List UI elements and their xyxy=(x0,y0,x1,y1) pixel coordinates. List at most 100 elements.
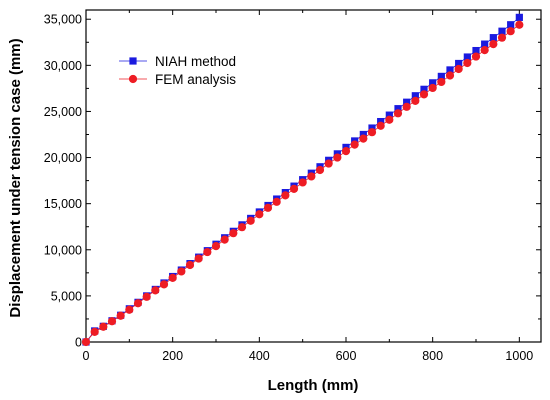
data-point xyxy=(272,197,281,206)
data-point xyxy=(142,292,151,301)
data-point xyxy=(246,216,255,225)
data-point xyxy=(497,33,507,42)
data-point xyxy=(298,178,307,187)
legend-item: FEM analysis xyxy=(119,72,236,87)
y-tick-label: 35,000 xyxy=(44,13,82,27)
legend-item: NIAH method xyxy=(119,54,236,69)
data-point xyxy=(211,241,221,251)
data-point xyxy=(307,172,316,181)
data-point xyxy=(481,40,489,48)
data-point xyxy=(281,191,290,200)
legend-label: NIAH method xyxy=(155,54,236,69)
data-point xyxy=(324,159,333,168)
legend-label: FEM analysis xyxy=(155,72,236,87)
y-tick-label: 10,000 xyxy=(44,243,82,257)
data-point xyxy=(99,322,108,331)
data-point xyxy=(315,165,325,175)
y-tick-label: 30,000 xyxy=(44,59,82,73)
data-point xyxy=(411,92,419,100)
data-point xyxy=(402,102,411,111)
data-point xyxy=(237,223,247,232)
data-point xyxy=(489,34,497,42)
data-point xyxy=(446,66,454,74)
data-point xyxy=(229,229,238,238)
data-point xyxy=(419,90,429,99)
data-point xyxy=(472,46,480,55)
data-point xyxy=(220,235,229,244)
data-point xyxy=(515,13,523,21)
data-point xyxy=(420,85,428,93)
data-point xyxy=(429,79,437,87)
data-point xyxy=(385,111,393,119)
data-point xyxy=(463,53,471,61)
data-point xyxy=(203,247,212,257)
data-point xyxy=(489,40,498,49)
data-point xyxy=(454,64,463,74)
legend: NIAH method FEM analysis xyxy=(119,54,236,87)
data-point xyxy=(151,286,160,295)
data-point xyxy=(376,121,385,130)
y-axis: 0 5,000 10,000 15,000 20,000 25,000 30,000 35,0… xyxy=(44,13,541,350)
data-point xyxy=(367,128,377,137)
data-point xyxy=(289,184,299,194)
data-point xyxy=(116,311,125,320)
data-point xyxy=(463,58,472,68)
data-point xyxy=(359,134,368,143)
data-point xyxy=(455,59,463,68)
data-point xyxy=(159,280,169,289)
data-point xyxy=(385,115,394,124)
x-tick-label: 0 xyxy=(83,349,90,363)
data-point xyxy=(403,98,411,106)
data-point xyxy=(350,140,359,149)
x-tick-label: 600 xyxy=(336,349,357,363)
data-point xyxy=(394,105,402,113)
legend-marker xyxy=(128,74,138,84)
x-tick-label: 1000 xyxy=(505,349,533,363)
data-point xyxy=(437,77,446,87)
data-point xyxy=(507,21,515,29)
data-point xyxy=(185,260,195,270)
x-axis-title: Length (mm) xyxy=(268,377,359,394)
y-tick-label: 20,000 xyxy=(44,151,82,165)
data-point xyxy=(341,147,351,156)
data-point xyxy=(194,254,203,263)
data-point xyxy=(506,27,515,36)
data-point xyxy=(368,124,376,132)
x-tick-label: 200 xyxy=(162,349,183,363)
data-point xyxy=(255,210,264,219)
data-point xyxy=(411,96,420,105)
x-axis: 0 200 400 600 800 1000 xyxy=(83,10,533,363)
plot-border xyxy=(85,9,542,343)
plot-frame xyxy=(85,9,542,343)
data-point xyxy=(428,83,437,93)
data-point xyxy=(471,52,481,61)
data-point xyxy=(437,72,445,80)
legend-marker xyxy=(129,57,137,65)
y-tick-label: 25,000 xyxy=(44,105,82,119)
data-point xyxy=(498,27,506,35)
data-point xyxy=(107,317,117,326)
x-tick-label: 400 xyxy=(249,349,270,363)
data-point xyxy=(480,46,489,55)
x-tick-label: 800 xyxy=(422,349,443,363)
data-point xyxy=(445,71,455,80)
data-point xyxy=(393,109,403,118)
series-2 xyxy=(81,20,524,347)
y-axis-title: Displacement under tension case (mm) xyxy=(7,38,24,317)
y-tick-label: 15,000 xyxy=(44,197,82,211)
data-point xyxy=(359,130,367,139)
y-tick-label: 0 xyxy=(75,336,82,350)
data-point xyxy=(125,305,134,314)
data-point xyxy=(515,20,524,29)
data-point xyxy=(177,267,186,276)
data-point xyxy=(133,299,143,308)
data-point xyxy=(377,117,385,126)
series-layer xyxy=(81,13,524,347)
data-point xyxy=(81,337,91,347)
data-point xyxy=(168,273,177,283)
data-point xyxy=(263,203,273,212)
data-point xyxy=(333,153,342,162)
data-point xyxy=(90,327,99,336)
y-tick-label: 5,000 xyxy=(51,289,82,303)
